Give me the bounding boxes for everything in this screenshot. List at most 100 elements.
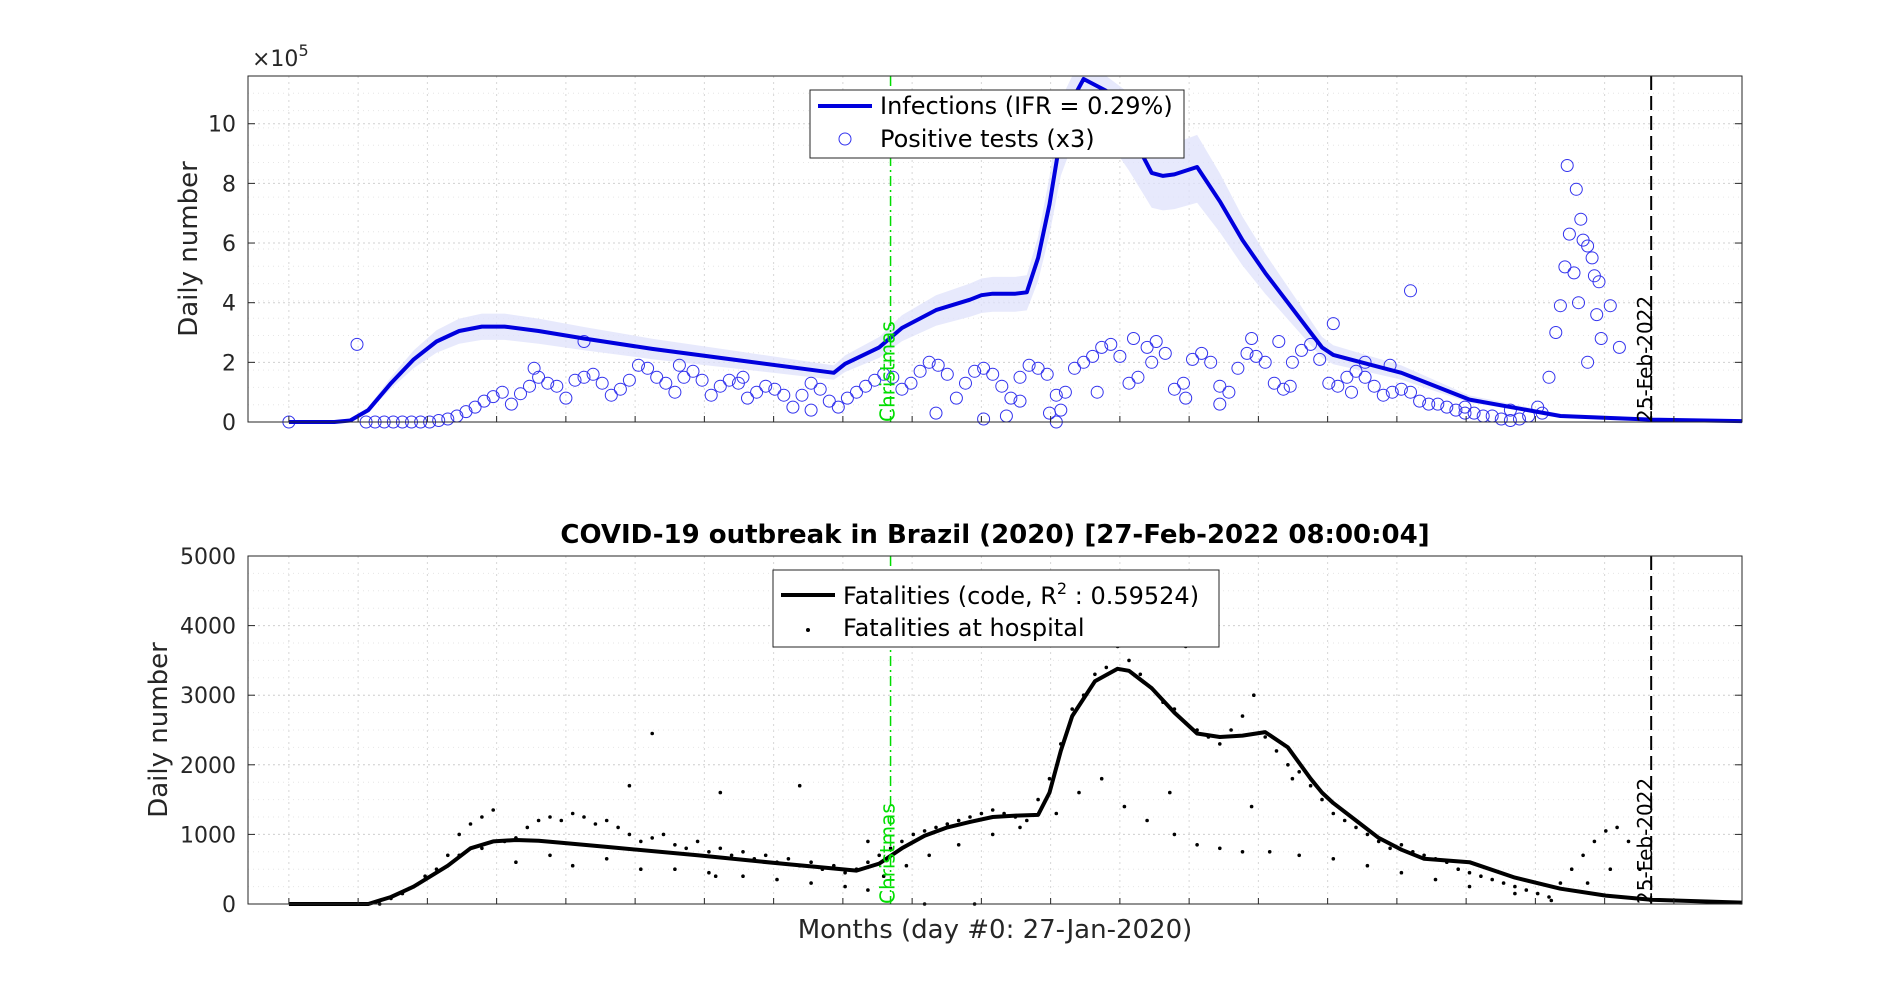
hospital-fatality-point <box>1047 776 1052 781</box>
positive-test-point <box>672 358 686 372</box>
fatalities-grid <box>248 555 1742 905</box>
positive-test-point <box>1145 355 1159 369</box>
positive-test-point <box>1594 332 1608 345</box>
hospital-fatality-point <box>1104 665 1109 670</box>
hospital-fatality-point <box>809 860 813 864</box>
hospital-fatality-point <box>1638 867 1642 871</box>
hospital-fatality-point <box>673 867 677 871</box>
positive-test-point <box>613 382 627 396</box>
positive-test-point <box>1285 355 1299 369</box>
hospital-fatality-point <box>797 783 802 788</box>
legend-tests-label: Positive tests (x3) <box>880 125 1095 153</box>
positive-test-point <box>1581 239 1595 253</box>
positive-test-point <box>1195 346 1209 360</box>
fatalities-axes: Christmas 25-Feb-2022 0 1000 2000 3000 4000 50… <box>144 520 1743 945</box>
hospital-fatality-point <box>718 790 723 795</box>
positive-test-point <box>1131 370 1145 384</box>
hospital-fatality-point <box>480 815 484 819</box>
y-exponent-label: ×105 <box>252 41 309 72</box>
positive-test-point <box>1422 397 1436 411</box>
positive-test-point <box>1240 346 1254 360</box>
hospital-fatality-point <box>1490 877 1494 882</box>
hospital-fatality-point <box>1054 811 1059 816</box>
y-tick-label: 3000 <box>180 684 236 709</box>
infections-y-ticks: 0 2 4 6 8 10 <box>208 113 1742 436</box>
hospital-fatality-point <box>1354 825 1358 830</box>
positive-test-point <box>1267 376 1281 390</box>
hospital-fatality-point <box>1297 853 1301 858</box>
hospital-fatality-point <box>1240 714 1245 718</box>
positive-test-point <box>1313 352 1327 366</box>
hospital-fatality-point <box>809 881 813 885</box>
hospital-fatality-point <box>1501 881 1506 885</box>
hospital-fatality-point <box>1218 742 1222 746</box>
positive-test-point <box>949 391 963 405</box>
y-tick-label: 2000 <box>180 754 236 779</box>
hospital-fatality-point <box>1229 728 1233 732</box>
positive-test-point <box>1322 376 1336 390</box>
positive-test-point <box>1249 349 1263 363</box>
hospital-fatality-point <box>843 870 847 875</box>
hospital-fatality-point <box>673 843 677 847</box>
positive-test-point <box>1167 382 1181 396</box>
hospital-fatality-point <box>661 832 666 837</box>
positive-test-point <box>1272 335 1286 348</box>
hospital-fatality-point <box>1286 763 1290 767</box>
hospital-fatality-point <box>990 832 995 837</box>
positive-test-point <box>1054 403 1068 417</box>
hospital-fatality-point <box>1145 818 1149 823</box>
hospital-fatality-point <box>763 853 768 858</box>
positive-test-point <box>1585 251 1599 265</box>
positive-test-point <box>1204 355 1218 369</box>
legend-hospital-label: Fatalities at hospital <box>843 614 1085 642</box>
positive-test-point <box>1058 385 1072 399</box>
infections-event-markers: Christmas 25-Feb-2022 <box>876 76 1657 422</box>
legend-infections-label: Infections (IFR = 0.29%) <box>880 92 1173 120</box>
positive-test-point <box>1068 361 1081 375</box>
hospital-fatality-point <box>956 818 961 823</box>
positive-test-point <box>577 370 591 384</box>
positive-test-point <box>813 382 827 396</box>
positive-test-point <box>514 387 527 401</box>
fatalities-y-ticks: 0 1000 2000 3000 4000 5000 <box>180 545 1742 918</box>
y-tick-label: 4000 <box>180 615 236 640</box>
hospital-fatality-point <box>1099 776 1104 781</box>
positive-test-point <box>1358 370 1372 384</box>
positive-test-point <box>1503 403 1517 417</box>
hospital-fatality-point <box>1467 870 1472 875</box>
hospital-fatality-point <box>446 853 450 858</box>
positive-test-point <box>1542 370 1556 384</box>
legend-dot-swatch <box>806 628 810 632</box>
positive-test-point <box>713 379 727 393</box>
hospital-fatality-point <box>1172 832 1177 837</box>
hospital-fatality-point <box>922 829 927 833</box>
hospital-fatality-point <box>1077 790 1081 795</box>
positive-test-point <box>1086 349 1100 363</box>
positive-test-point <box>929 406 943 420</box>
positive-test-point <box>504 397 518 411</box>
positive-test-point <box>568 373 582 387</box>
positive-test-point <box>1077 355 1091 369</box>
positive-test-point <box>686 364 700 378</box>
positive-test-point <box>959 376 972 390</box>
positive-test-point <box>831 400 845 414</box>
hospital-fatality-point <box>616 825 620 830</box>
hospital-fatality-point <box>593 822 598 826</box>
positive-test-point <box>1186 352 1199 366</box>
positive-test-point <box>1449 403 1463 417</box>
positive-test-point <box>1127 332 1140 345</box>
hospital-fatality-point <box>1168 790 1172 795</box>
hospital-fatality-point <box>1122 804 1127 809</box>
positive-test-point <box>1503 414 1517 427</box>
hospital-fatality-point <box>1274 749 1279 753</box>
positive-test-point <box>1022 358 1036 372</box>
positive-test-point <box>477 394 491 408</box>
positive-test-point <box>1276 382 1290 396</box>
hospital-fatality-point <box>1399 843 1404 847</box>
hospital-fatality-point <box>1626 839 1631 844</box>
chart-title: COVID-19 outbreak in Brazil (2020) [27-F… <box>560 520 1429 550</box>
hospital-fatality-point <box>548 853 552 858</box>
hospital-fatality-point <box>729 853 734 858</box>
legend-circle-swatch <box>838 132 852 146</box>
